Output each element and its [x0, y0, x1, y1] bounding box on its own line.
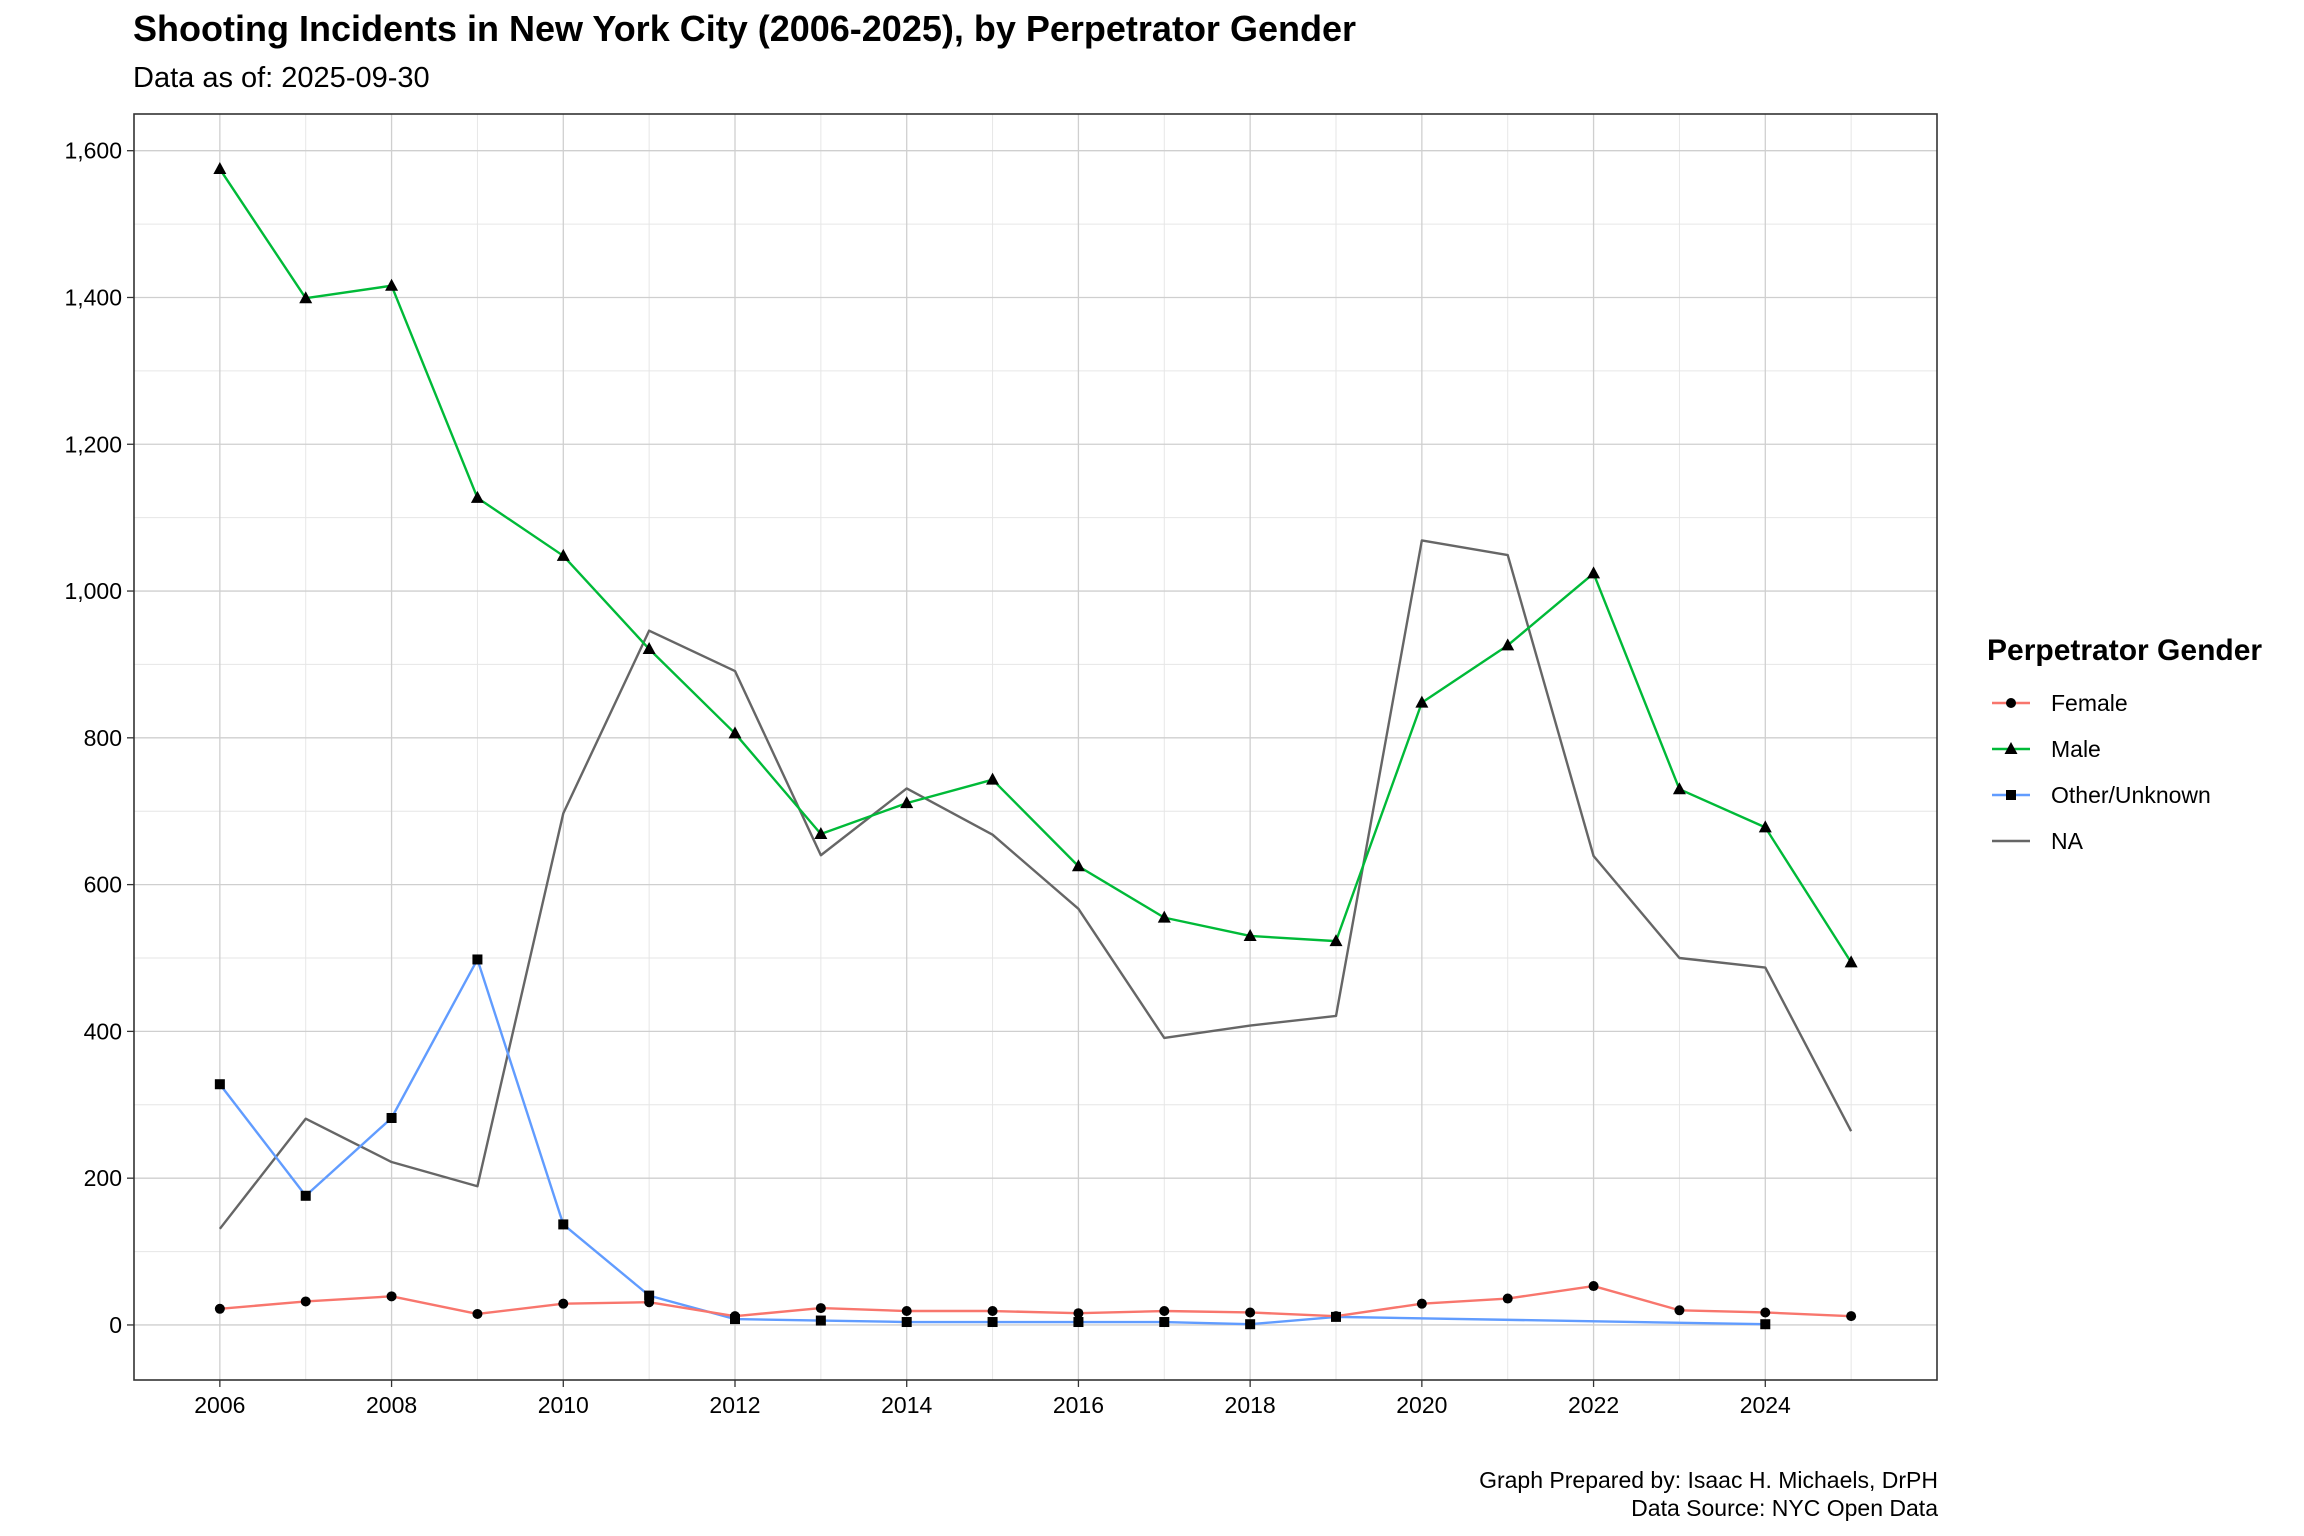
series-line-female	[219, 1284, 1852, 1318]
data-point-male	[1071, 859, 1085, 872]
data-point-female	[1416, 1298, 1427, 1309]
y-tick-label: 1,400	[64, 284, 122, 310]
caption-source: Data Source: NYC Open Data	[1631, 1495, 1938, 1521]
x-tick-label: 2006	[194, 1392, 245, 1418]
data-point-other-unknown	[300, 1190, 311, 1201]
grid-lines	[134, 114, 1937, 1380]
data-point-female	[987, 1306, 998, 1317]
legend-item-other-unknown: Other/Unknown	[1992, 782, 2211, 808]
data-point-female	[1073, 1308, 1084, 1319]
data-point-male	[299, 291, 313, 304]
y-tick-label: 400	[84, 1018, 122, 1044]
legend-item-male: Male	[1992, 736, 2101, 762]
data-point-male	[1243, 928, 1257, 941]
data-point-female	[558, 1298, 569, 1309]
y-tick-label: 1,000	[64, 578, 122, 604]
data-point-female	[644, 1297, 655, 1308]
chart-title: Shooting Incidents in New York City (200…	[133, 8, 1356, 49]
series-points-female	[214, 1281, 1857, 1322]
data-point-other-unknown	[901, 1317, 912, 1328]
legend-label: NA	[2051, 828, 2084, 854]
legend-item-female: Female	[1992, 690, 2128, 716]
data-point-male	[1501, 638, 1515, 651]
data-point-female	[815, 1303, 826, 1314]
legend-key-marker	[2006, 790, 2016, 800]
legend-title: Perpetrator Gender	[1987, 634, 2262, 667]
series-line-male	[218, 168, 1853, 964]
data-point-other-unknown	[386, 1112, 397, 1123]
data-point-female	[1760, 1307, 1771, 1318]
legend-key-marker	[2004, 742, 2018, 754]
data-point-female	[214, 1303, 225, 1314]
series-points-male	[213, 162, 1858, 968]
legend-key-marker	[2006, 698, 2016, 708]
data-point-male	[1672, 782, 1686, 795]
data-point-other-unknown	[472, 954, 483, 965]
y-tick-label: 200	[84, 1165, 122, 1191]
data-point-female	[1502, 1293, 1513, 1304]
data-point-female	[1159, 1306, 1170, 1317]
legend-label: Other/Unknown	[2051, 782, 2211, 808]
legend-label: Female	[2051, 690, 2128, 716]
data-point-female	[1846, 1311, 1857, 1322]
data-point-other-unknown	[214, 1079, 225, 1090]
data-point-female	[1331, 1311, 1341, 1322]
data-point-male	[385, 278, 399, 291]
caption-author: Graph Prepared by: Isaac H. Michaels, Dr…	[1479, 1467, 1938, 1493]
data-point-male	[470, 490, 484, 503]
data-point-female	[1245, 1307, 1256, 1318]
x-tick-label: 2012	[709, 1392, 760, 1418]
data-point-female	[901, 1306, 912, 1317]
data-point-male	[1587, 566, 1601, 579]
legend-label: Male	[2051, 736, 2101, 762]
data-point-female	[472, 1308, 483, 1319]
data-point-other-unknown	[815, 1315, 826, 1326]
data-point-male	[642, 642, 656, 655]
x-tick-label: 2016	[1053, 1392, 1104, 1418]
data-point-male	[1758, 820, 1772, 833]
data-point-female	[300, 1296, 311, 1307]
data-point-other-unknown	[1073, 1317, 1084, 1328]
plot-panel	[134, 114, 1937, 1380]
data-point-male	[814, 826, 828, 839]
data-point-male	[986, 772, 1000, 785]
data-point-male	[1844, 955, 1858, 968]
y-tick-label: 0	[109, 1312, 122, 1338]
data-point-other-unknown	[987, 1317, 998, 1328]
data-point-female	[1674, 1305, 1685, 1316]
series-line-na	[218, 539, 1853, 1230]
y-tick-label: 800	[84, 725, 122, 751]
data-point-other-unknown	[1159, 1317, 1170, 1328]
data-point-male	[556, 548, 570, 561]
data-point-male	[900, 796, 914, 809]
chart-caption: Graph Prepared by: Isaac H. Michaels, Dr…	[1479, 1466, 1938, 1522]
data-point-female	[730, 1311, 740, 1322]
panel-border	[133, 113, 1938, 1381]
x-tick-label: 2020	[1396, 1392, 1447, 1418]
legend: Perpetrator Gender Female Male Other/Unknow…	[1987, 634, 2262, 854]
y-tick-label: 1,200	[64, 431, 122, 457]
y-tick-label: 1,600	[64, 138, 122, 164]
data-point-male	[213, 162, 227, 175]
legend-item-na: NA	[1992, 828, 2084, 854]
x-tick-label: 2018	[1225, 1392, 1276, 1418]
x-tick-label: 2022	[1568, 1392, 1619, 1418]
data-point-other-unknown	[1760, 1319, 1771, 1330]
x-tick-label: 2014	[881, 1392, 932, 1418]
data-point-other-unknown	[644, 1290, 655, 1301]
y-tick-label: 600	[84, 872, 122, 898]
data-point-other-unknown	[1245, 1319, 1256, 1330]
data-point-male	[1415, 695, 1429, 708]
data-point-male	[1157, 910, 1171, 923]
data-point-male	[1329, 934, 1343, 947]
data-point-female	[1588, 1281, 1599, 1292]
data-point-other-unknown	[558, 1219, 569, 1230]
x-tick-label: 2010	[538, 1392, 589, 1418]
data-point-male	[728, 726, 742, 739]
data-point-female	[386, 1291, 397, 1302]
x-tick-label: 2024	[1740, 1392, 1791, 1418]
chart-subtitle: Data as of: 2025-09-30	[133, 62, 430, 94]
x-tick-label: 2008	[366, 1392, 417, 1418]
